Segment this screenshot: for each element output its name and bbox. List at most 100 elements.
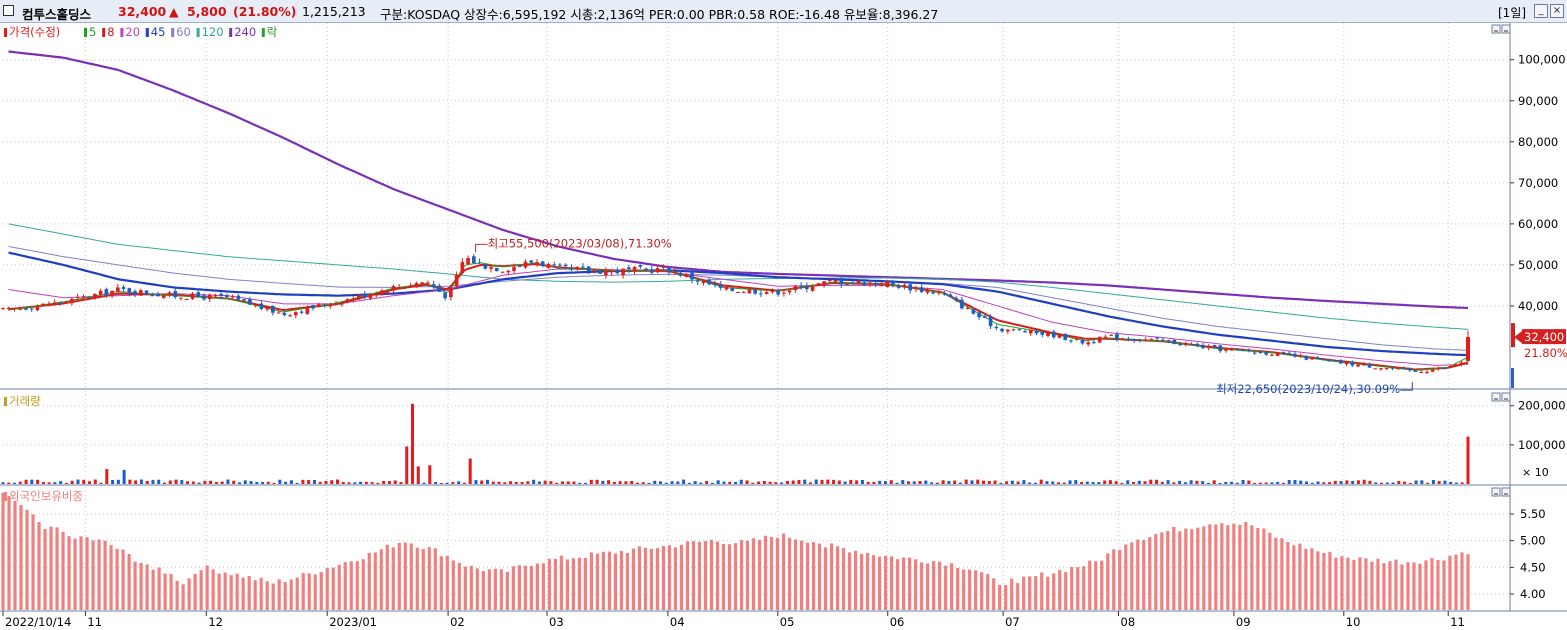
foreign-bar — [1298, 543, 1302, 610]
volume-bar — [312, 479, 316, 484]
volume-bar — [866, 481, 870, 484]
panel-minimize-button[interactable] — [1491, 392, 1501, 402]
price-tick-label: 80,000 — [1518, 135, 1558, 149]
candle-body — [1224, 348, 1228, 351]
foreign-bar — [535, 563, 539, 610]
candle-body — [1178, 344, 1182, 346]
volume-bar — [226, 479, 230, 484]
volume-bar — [1368, 480, 1372, 484]
volume-bar — [186, 481, 190, 484]
candle-body — [621, 268, 625, 275]
foreign-bar — [1208, 524, 1212, 610]
panel-close-button[interactable] — [1501, 24, 1511, 34]
x-tick-label: 06 — [890, 615, 905, 629]
foreign-bar — [1304, 548, 1308, 610]
volume-bar — [318, 481, 322, 484]
period-selector[interactable]: [1일] — [1498, 6, 1527, 20]
candle-body — [718, 284, 723, 288]
volume-bar — [935, 482, 939, 484]
candle-body — [357, 294, 361, 299]
volume-bar — [1264, 482, 1268, 484]
foreign-bar — [289, 579, 293, 610]
foreign-bar — [1370, 561, 1374, 610]
candle-body — [1436, 367, 1441, 369]
foreign-bar — [43, 528, 47, 610]
foreign-bar — [1082, 566, 1086, 610]
foreign-bar — [643, 547, 648, 610]
stock-chart[interactable]: 가격(수정) 5 8 20 45 60 120 240 락 최고55,500(2023/03/0… — [0, 23, 1567, 630]
candle-body — [1367, 364, 1372, 368]
candle-body — [1384, 368, 1389, 370]
volume-bar — [1051, 481, 1055, 484]
foreign-bar — [908, 557, 912, 610]
foreign-bar — [1088, 560, 1092, 610]
volume-bar — [122, 469, 126, 484]
foreign-bar — [1064, 572, 1068, 610]
candle-body — [1270, 354, 1274, 356]
foreign-bar — [853, 550, 858, 610]
volume-bar — [59, 481, 63, 484]
volume-bar — [607, 480, 611, 484]
foreign-bar — [733, 543, 738, 610]
volume-bar — [1039, 479, 1043, 484]
volume-bar — [399, 482, 403, 484]
x-tick-label: 11 — [87, 615, 102, 629]
candle-body — [316, 304, 321, 307]
foreign-bar — [673, 547, 678, 610]
foreign-bar — [1004, 584, 1008, 610]
price-tick-label: 60,000 — [1518, 217, 1558, 231]
candle-body — [431, 284, 436, 288]
legend-label: 거래량 — [9, 394, 41, 408]
candle-body — [833, 280, 838, 282]
panel-minimize-button[interactable] — [1491, 487, 1501, 497]
candle-body — [150, 295, 155, 297]
foreign-bar — [1, 492, 5, 610]
candle-body — [764, 292, 769, 295]
volume-bar — [1126, 480, 1130, 484]
panel-close-button[interactable] — [1501, 487, 1511, 497]
foreign-bar — [1394, 559, 1398, 610]
volume-bar — [1143, 481, 1147, 484]
candle-body — [426, 282, 430, 284]
x-tick-label: 02 — [450, 615, 465, 629]
volume-bar — [1362, 479, 1366, 484]
volume-bar — [1005, 481, 1009, 484]
price-tick-label: 70,000 — [1518, 176, 1558, 190]
select-checkbox[interactable] — [3, 5, 14, 16]
foreign-bar — [271, 583, 275, 610]
volume-bar — [526, 481, 530, 484]
foreign-bar — [1436, 560, 1440, 610]
volume-bar — [111, 479, 115, 484]
candle-body — [1034, 330, 1039, 334]
volume-bar — [382, 480, 386, 484]
candle-body — [1120, 338, 1125, 340]
volume-bar — [387, 481, 391, 484]
foreign-bar — [1124, 544, 1128, 610]
volume-bar — [1316, 481, 1320, 484]
foreign-bar — [1070, 566, 1074, 610]
foreign-bar — [1424, 560, 1428, 610]
candle-body — [483, 264, 488, 269]
candle-series — [1, 253, 1470, 374]
foreign-bar — [980, 572, 984, 610]
foreign-bar — [553, 558, 557, 610]
panel-buttons[interactable] — [1491, 24, 1511, 497]
candle-body — [793, 286, 798, 290]
legend-label: 외국인보유비중 — [9, 489, 83, 503]
foreign-bar — [1166, 530, 1170, 610]
foreign-bar — [151, 569, 155, 610]
close-button[interactable]: × — [1550, 4, 1564, 18]
foreign-bar — [1118, 549, 1122, 610]
panel-minimize-button[interactable] — [1491, 24, 1501, 34]
volume-bar — [762, 481, 766, 484]
foreign-bar — [337, 564, 341, 610]
volume-bar — [1299, 480, 1303, 484]
foreign-bar — [547, 558, 551, 610]
foreign-bar — [433, 548, 437, 610]
candle-body — [305, 306, 310, 315]
panel-close-button[interactable] — [1501, 392, 1511, 402]
foreign-bar — [451, 560, 455, 610]
volume-bar — [682, 479, 686, 484]
volume-bar — [757, 481, 761, 484]
minimize-button[interactable]: _ — [1534, 4, 1548, 18]
